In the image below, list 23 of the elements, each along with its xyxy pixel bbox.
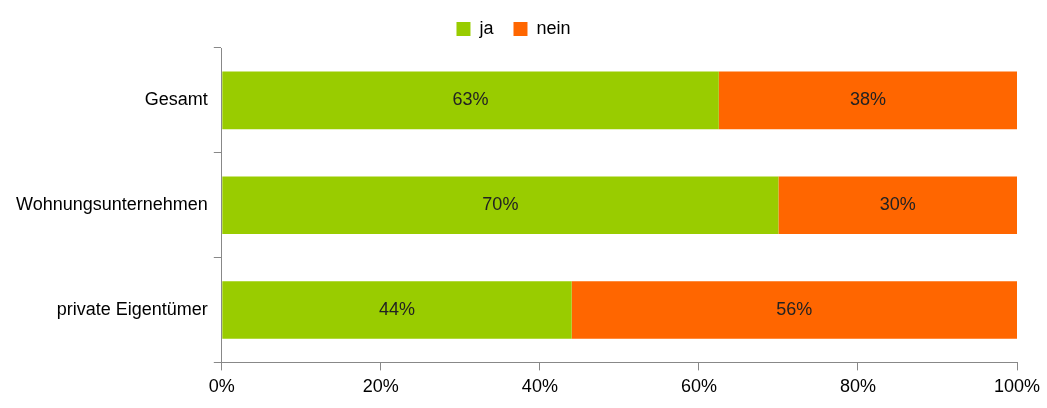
x-tick-label: 100% (993, 376, 1041, 397)
bar (718, 71, 1017, 130)
data-label: 56% (776, 298, 813, 319)
bar (222, 281, 572, 339)
x-tick-label: 0% (208, 376, 235, 397)
x-tick-label: 80% (839, 376, 876, 397)
data-label: 70% (482, 194, 519, 215)
x-tick-label: 20% (362, 376, 399, 397)
data-label: 44% (378, 298, 416, 319)
legend-label: nein (536, 17, 571, 38)
legend-label: ja (478, 17, 495, 38)
data-label: 63% (452, 89, 489, 110)
bar (222, 176, 779, 235)
bar (778, 176, 1017, 235)
y-tick-label: Wohnungsunternehmen (15, 194, 208, 215)
y-tick-label: private Eigentümer (56, 298, 208, 319)
data-label: 38% (849, 89, 886, 110)
data-label: 30% (879, 194, 916, 215)
x-tick-label: 40% (521, 376, 558, 397)
y-tick-label: Gesamt (144, 89, 208, 110)
bar (222, 71, 719, 130)
x-tick-label: 60% (680, 376, 717, 397)
bar (571, 281, 1017, 339)
